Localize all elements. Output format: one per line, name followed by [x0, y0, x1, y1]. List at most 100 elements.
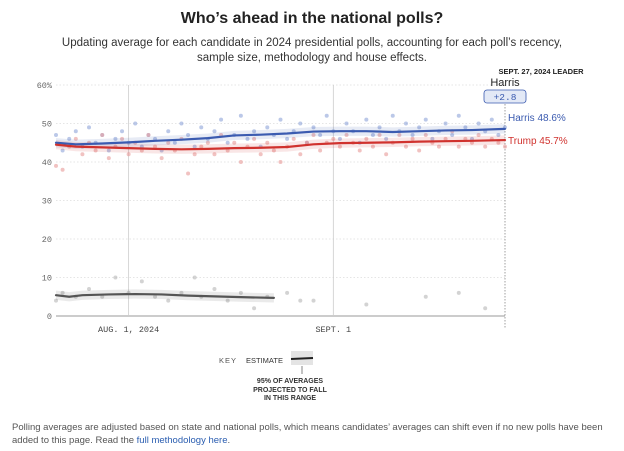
- poll-dot-trump: [60, 167, 65, 172]
- poll-dot-harris: [106, 148, 111, 153]
- poll-dot-trump: [120, 136, 125, 141]
- poll-dot-harris: [489, 117, 494, 122]
- y-tick-label: 0: [47, 312, 52, 322]
- poll-dot-trump: [186, 171, 191, 176]
- poll-dot-harris: [113, 136, 118, 141]
- poll-dot-kennedy: [166, 298, 171, 303]
- poll-dot-harris: [212, 129, 217, 134]
- poll-dot-trump: [80, 152, 85, 157]
- poll-dot-harris: [199, 125, 204, 130]
- poll-dot-harris: [370, 133, 375, 138]
- end-labels: Harris 48.6% Trump 45.7%: [508, 113, 568, 147]
- band-kennedy: [56, 289, 274, 303]
- footnote-text: Polling averages are adjusted based on s…: [12, 422, 603, 446]
- poll-dot-kennedy: [225, 298, 230, 303]
- poll-dot-trump: [192, 152, 197, 157]
- chart-title: Who’s ahead in the national polls?: [180, 10, 444, 27]
- methodology-link[interactable]: full methodology here: [136, 434, 228, 446]
- poll-dot-harris: [410, 133, 415, 138]
- key-estimate-label: ESTIMATE: [246, 356, 283, 365]
- poll-dot-trump: [436, 144, 441, 149]
- poll-dot-trump: [100, 133, 105, 138]
- confidence-bands: [56, 124, 505, 303]
- poll-dot-trump: [503, 144, 507, 149]
- poll-dot-trump: [93, 148, 98, 153]
- poll-dot-trump: [232, 140, 237, 145]
- poll-dot-kennedy: [139, 279, 144, 284]
- poll-dot-trump: [397, 133, 402, 138]
- poll-dot-harris: [324, 113, 329, 118]
- poll-dot-trump: [370, 144, 375, 149]
- poll-dot-trump: [443, 136, 448, 141]
- poll-dot-harris: [172, 140, 177, 145]
- poll-dot-trump: [357, 148, 362, 153]
- end-label-harris: Harris 48.6%: [508, 113, 566, 124]
- poll-dot-harris: [496, 133, 501, 138]
- key-line-swatch: [290, 357, 314, 360]
- poll-dot-trump: [106, 156, 111, 161]
- poll-dot-harris: [87, 125, 92, 130]
- poll-dot-trump: [417, 148, 422, 153]
- poll-dot-kennedy: [179, 290, 184, 295]
- poll-dot-kennedy: [285, 290, 290, 295]
- x-tick-label: SEPT. 1: [315, 325, 351, 335]
- poll-dot-trump: [166, 140, 171, 145]
- poll-dot-trump: [331, 136, 336, 141]
- poll-dot-harris: [54, 133, 58, 138]
- poll-dot-trump: [54, 163, 58, 168]
- line-trump: [54, 138, 507, 151]
- poll-dot-kennedy: [311, 298, 316, 303]
- poll-dot-harris: [120, 129, 125, 134]
- band-harris: [56, 124, 505, 149]
- poll-dot-kennedy: [252, 306, 257, 311]
- poll-dot-trump: [205, 140, 210, 145]
- average-lines: [54, 127, 507, 300]
- y-axis-labels: 60% 50 40 30 20 10 0: [37, 81, 53, 322]
- poll-dot-kennedy: [483, 306, 488, 311]
- y-tick-label: 60%: [37, 81, 53, 91]
- poll-dot-harris: [265, 125, 270, 130]
- poll-dot-kennedy: [298, 298, 303, 303]
- poll-dot-harris: [456, 113, 461, 118]
- poll-dot-trump: [159, 156, 164, 161]
- poll-dot-harris: [219, 117, 224, 122]
- poll-dot-trump: [410, 136, 415, 141]
- poll-dot-trump: [298, 152, 303, 157]
- y-tick-label: 30: [42, 197, 52, 207]
- poll-dot-harris: [192, 144, 197, 149]
- poll-dot-kennedy: [113, 275, 118, 280]
- poll-dot-trump: [126, 152, 131, 157]
- poll-dot-harris: [73, 129, 78, 134]
- poll-dot-trump: [271, 148, 276, 153]
- poll-dot-harris: [166, 129, 171, 134]
- poll-dot-harris: [245, 136, 250, 141]
- poll-dot-trump: [311, 133, 316, 138]
- poll-dot-trump: [212, 152, 217, 157]
- poll-dot-trump: [423, 133, 428, 138]
- poll-dot-trump: [318, 148, 323, 153]
- leader-heading: SEPT. 27, 2024 LEADER: [498, 67, 584, 76]
- poll-dot-trump: [153, 144, 158, 149]
- poll-dot-harris: [403, 121, 408, 126]
- poll-dot-harris: [476, 121, 481, 126]
- poll-dot-harris: [278, 117, 283, 122]
- poll-dot-harris: [337, 136, 342, 141]
- poll-dot-harris: [430, 136, 435, 141]
- poll-dot-kennedy: [192, 275, 197, 280]
- poll-dot-harris: [67, 136, 72, 141]
- poll-dot-harris: [298, 121, 303, 126]
- leader-margin-box: [483, 89, 527, 104]
- poll-dot-trump: [238, 160, 243, 164]
- chart-subtitle: Updating average for each candidate in 2…: [61, 37, 563, 64]
- poll-dot-trump: [252, 136, 257, 141]
- key-label: KEY: [219, 356, 238, 365]
- poll-dot-trump: [456, 144, 461, 149]
- poll-dot-kennedy: [238, 290, 243, 295]
- poll-dot-trump: [476, 133, 481, 138]
- end-label-trump: Trump 45.7%: [508, 136, 568, 147]
- poll-dot-harris: [133, 121, 138, 126]
- line-harris: [54, 127, 507, 146]
- poll-dot-trump: [337, 144, 342, 149]
- poll-dot-harris: [377, 125, 382, 130]
- poll-dot-harris: [450, 133, 455, 138]
